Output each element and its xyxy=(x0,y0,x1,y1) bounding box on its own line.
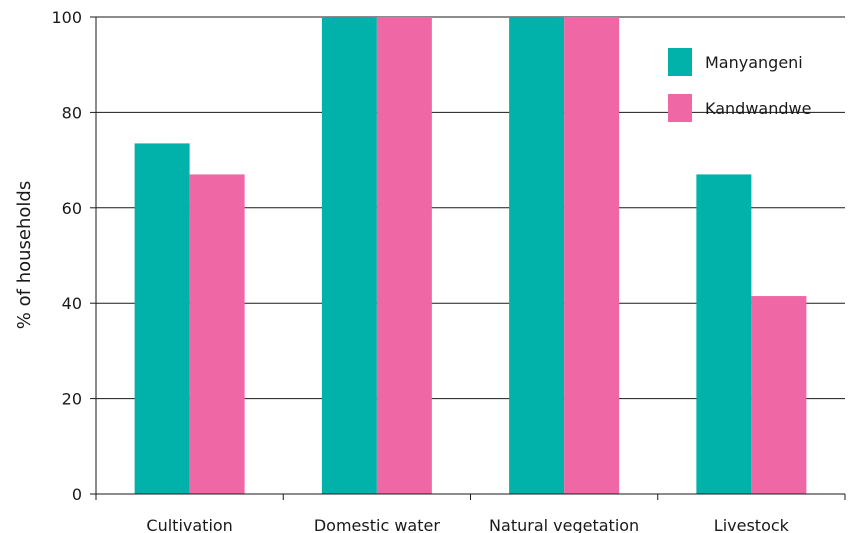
legend: Manyangeni Kandwandwe xyxy=(668,48,811,122)
y-tick-label: 100 xyxy=(51,8,82,27)
x-tick-label: Livestock xyxy=(714,516,790,533)
bars xyxy=(134,17,807,494)
legend-label: Kandwandwe xyxy=(705,99,811,118)
y-tick-labels: 0 20 40 60 80 100 xyxy=(51,8,82,504)
x-tick-label: Natural vegetation xyxy=(489,516,639,533)
bar xyxy=(134,143,190,494)
x-tick-label: Cultivation xyxy=(146,516,232,533)
legend-swatch xyxy=(668,48,692,76)
y-tick-label: 0 xyxy=(72,485,82,504)
y-tick-label: 80 xyxy=(62,103,82,122)
legend-label: Manyangeni xyxy=(705,53,803,72)
bar xyxy=(189,174,245,494)
bar xyxy=(321,17,377,494)
x-tick-label: Domestic water xyxy=(314,516,440,533)
axes xyxy=(95,17,846,500)
bar xyxy=(376,17,432,494)
bar xyxy=(751,296,807,494)
bar xyxy=(509,17,565,494)
y-tick-label: 20 xyxy=(62,390,82,409)
y-axis-label: % of households xyxy=(14,181,35,329)
y-tick-label: 40 xyxy=(62,294,82,313)
bar xyxy=(696,174,752,494)
bar xyxy=(564,17,620,494)
y-tick-label: 60 xyxy=(62,199,82,218)
legend-swatch xyxy=(668,94,692,122)
x-tick-labels: Cultivation Domestic water Natural vegetat… xyxy=(146,516,789,533)
